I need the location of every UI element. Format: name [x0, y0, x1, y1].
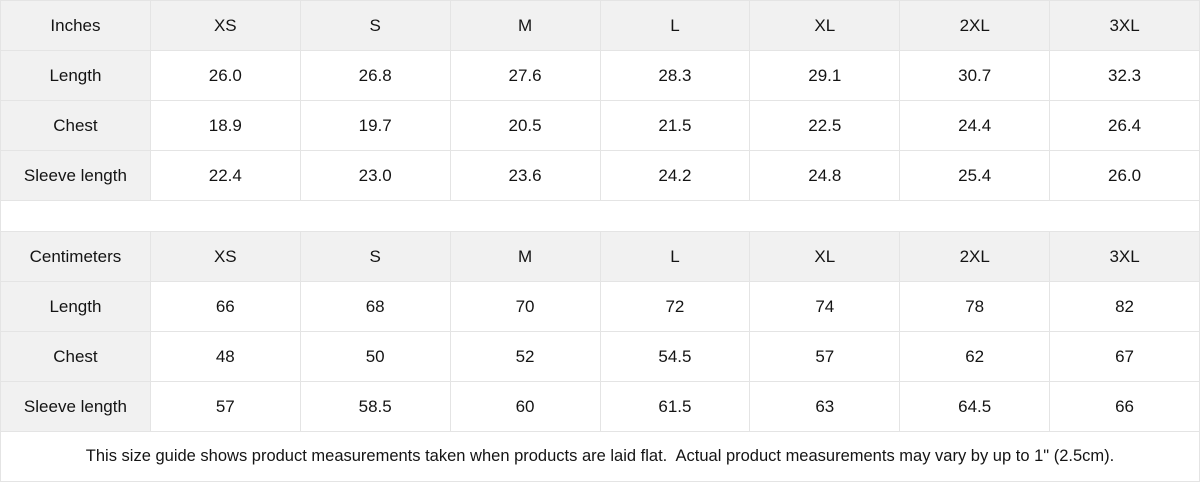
- measurement-value-cell: 54.5: [599, 331, 751, 382]
- measurement-value-cell: 26.0: [149, 50, 301, 101]
- measurement-value-cell: 62: [899, 331, 1051, 382]
- size-header-cell: L: [599, 0, 751, 51]
- size-header-cell: XL: [749, 0, 901, 51]
- size-header-cell: XS: [149, 0, 301, 51]
- measurement-value-cell: 18.9: [149, 100, 301, 151]
- measurement-value-cell: 29.1: [749, 50, 901, 101]
- measurement-value-cell: 64.5: [899, 381, 1051, 432]
- size-table-row: Sleeve length 22.4 23.0 23.6 24.2 24.8 25.4 26.…: [0, 150, 1200, 201]
- measurement-value-cell: 50: [299, 331, 451, 382]
- size-header-cell: 2XL: [899, 0, 1051, 51]
- size-header-cell: M: [449, 0, 601, 51]
- unit-label-cell: Inches: [0, 0, 151, 51]
- measurement-value-cell: 26.0: [1049, 150, 1200, 201]
- size-header-cell: S: [299, 231, 451, 282]
- size-table-centimeters: Centimeters XS S M L XL 2XL 3XL Length 66 68 70 72 74…: [0, 231, 1200, 432]
- measurement-value-cell: 61.5: [599, 381, 751, 432]
- size-header-cell: L: [599, 231, 751, 282]
- measurement-value-cell: 28.3: [599, 50, 751, 101]
- size-table-row: Length 66 68 70 72 74 78 82: [0, 281, 1200, 332]
- measurement-value-cell: 58.5: [299, 381, 451, 432]
- size-table-header-row: Centimeters XS S M L XL 2XL 3XL: [0, 231, 1200, 282]
- size-header-cell: 3XL: [1049, 231, 1200, 282]
- row-label-cell: Length: [0, 50, 151, 101]
- measurement-value-cell: 24.4: [899, 100, 1051, 151]
- measurement-value-cell: 72: [599, 281, 751, 332]
- measurement-value-cell: 23.0: [299, 150, 451, 201]
- row-label-cell: Chest: [0, 331, 151, 382]
- size-table-row: Chest 18.9 19.7 20.5 21.5 22.5 24.4 26.4: [0, 100, 1200, 151]
- measurement-value-cell: 52: [449, 331, 601, 382]
- size-table-inches: Inches XS S M L XL 2XL 3XL Length 26.0 26.8 27.6 28.…: [0, 0, 1200, 201]
- size-header-cell: 3XL: [1049, 0, 1200, 51]
- measurement-value-cell: 66: [1049, 381, 1200, 432]
- measurement-value-cell: 57: [749, 331, 901, 382]
- measurement-value-cell: 19.7: [299, 100, 451, 151]
- measurement-value-cell: 57: [149, 381, 301, 432]
- row-label-cell: Sleeve length: [0, 150, 151, 201]
- measurement-value-cell: 30.7: [899, 50, 1051, 101]
- row-label-cell: Length: [0, 281, 151, 332]
- measurement-value-cell: 48: [149, 331, 301, 382]
- measurement-value-cell: 74: [749, 281, 901, 332]
- row-label-cell: Chest: [0, 100, 151, 151]
- measurement-value-cell: 25.4: [899, 150, 1051, 201]
- measurement-value-cell: 24.2: [599, 150, 751, 201]
- measurement-value-cell: 22.4: [149, 150, 301, 201]
- row-label-cell: Sleeve length: [0, 381, 151, 432]
- measurement-value-cell: 70: [449, 281, 601, 332]
- size-guide-note: This size guide shows product measuremen…: [0, 432, 1200, 482]
- measurement-value-cell: 32.3: [1049, 50, 1200, 101]
- measurement-value-cell: 60: [449, 381, 601, 432]
- measurement-value-cell: 27.6: [449, 50, 601, 101]
- measurement-value-cell: 21.5: [599, 100, 751, 151]
- size-header-cell: XS: [149, 231, 301, 282]
- size-table-header-row: Inches XS S M L XL 2XL 3XL: [0, 0, 1200, 51]
- size-table-row: Chest 48 50 52 54.5 57 62 67: [0, 331, 1200, 382]
- measurement-value-cell: 78: [899, 281, 1051, 332]
- measurement-value-cell: 63: [749, 381, 901, 432]
- measurement-value-cell: 82: [1049, 281, 1200, 332]
- measurement-value-cell: 22.5: [749, 100, 901, 151]
- measurement-value-cell: 23.6: [449, 150, 601, 201]
- size-header-cell: M: [449, 231, 601, 282]
- measurement-value-cell: 26.8: [299, 50, 451, 101]
- measurement-value-cell: 68: [299, 281, 451, 332]
- size-header-cell: 2XL: [899, 231, 1051, 282]
- measurement-value-cell: 66: [149, 281, 301, 332]
- size-table-row: Length 26.0 26.8 27.6 28.3 29.1 30.7 32.3: [0, 50, 1200, 101]
- table-gap: [0, 201, 1200, 231]
- unit-label-cell: Centimeters: [0, 231, 151, 282]
- measurement-value-cell: 26.4: [1049, 100, 1200, 151]
- measurement-value-cell: 67: [1049, 331, 1200, 382]
- measurement-value-cell: 24.8: [749, 150, 901, 201]
- measurement-value-cell: 20.5: [449, 100, 601, 151]
- size-header-cell: S: [299, 0, 451, 51]
- size-table-row: Sleeve length 57 58.5 60 61.5 63 64.5 66: [0, 381, 1200, 432]
- size-header-cell: XL: [749, 231, 901, 282]
